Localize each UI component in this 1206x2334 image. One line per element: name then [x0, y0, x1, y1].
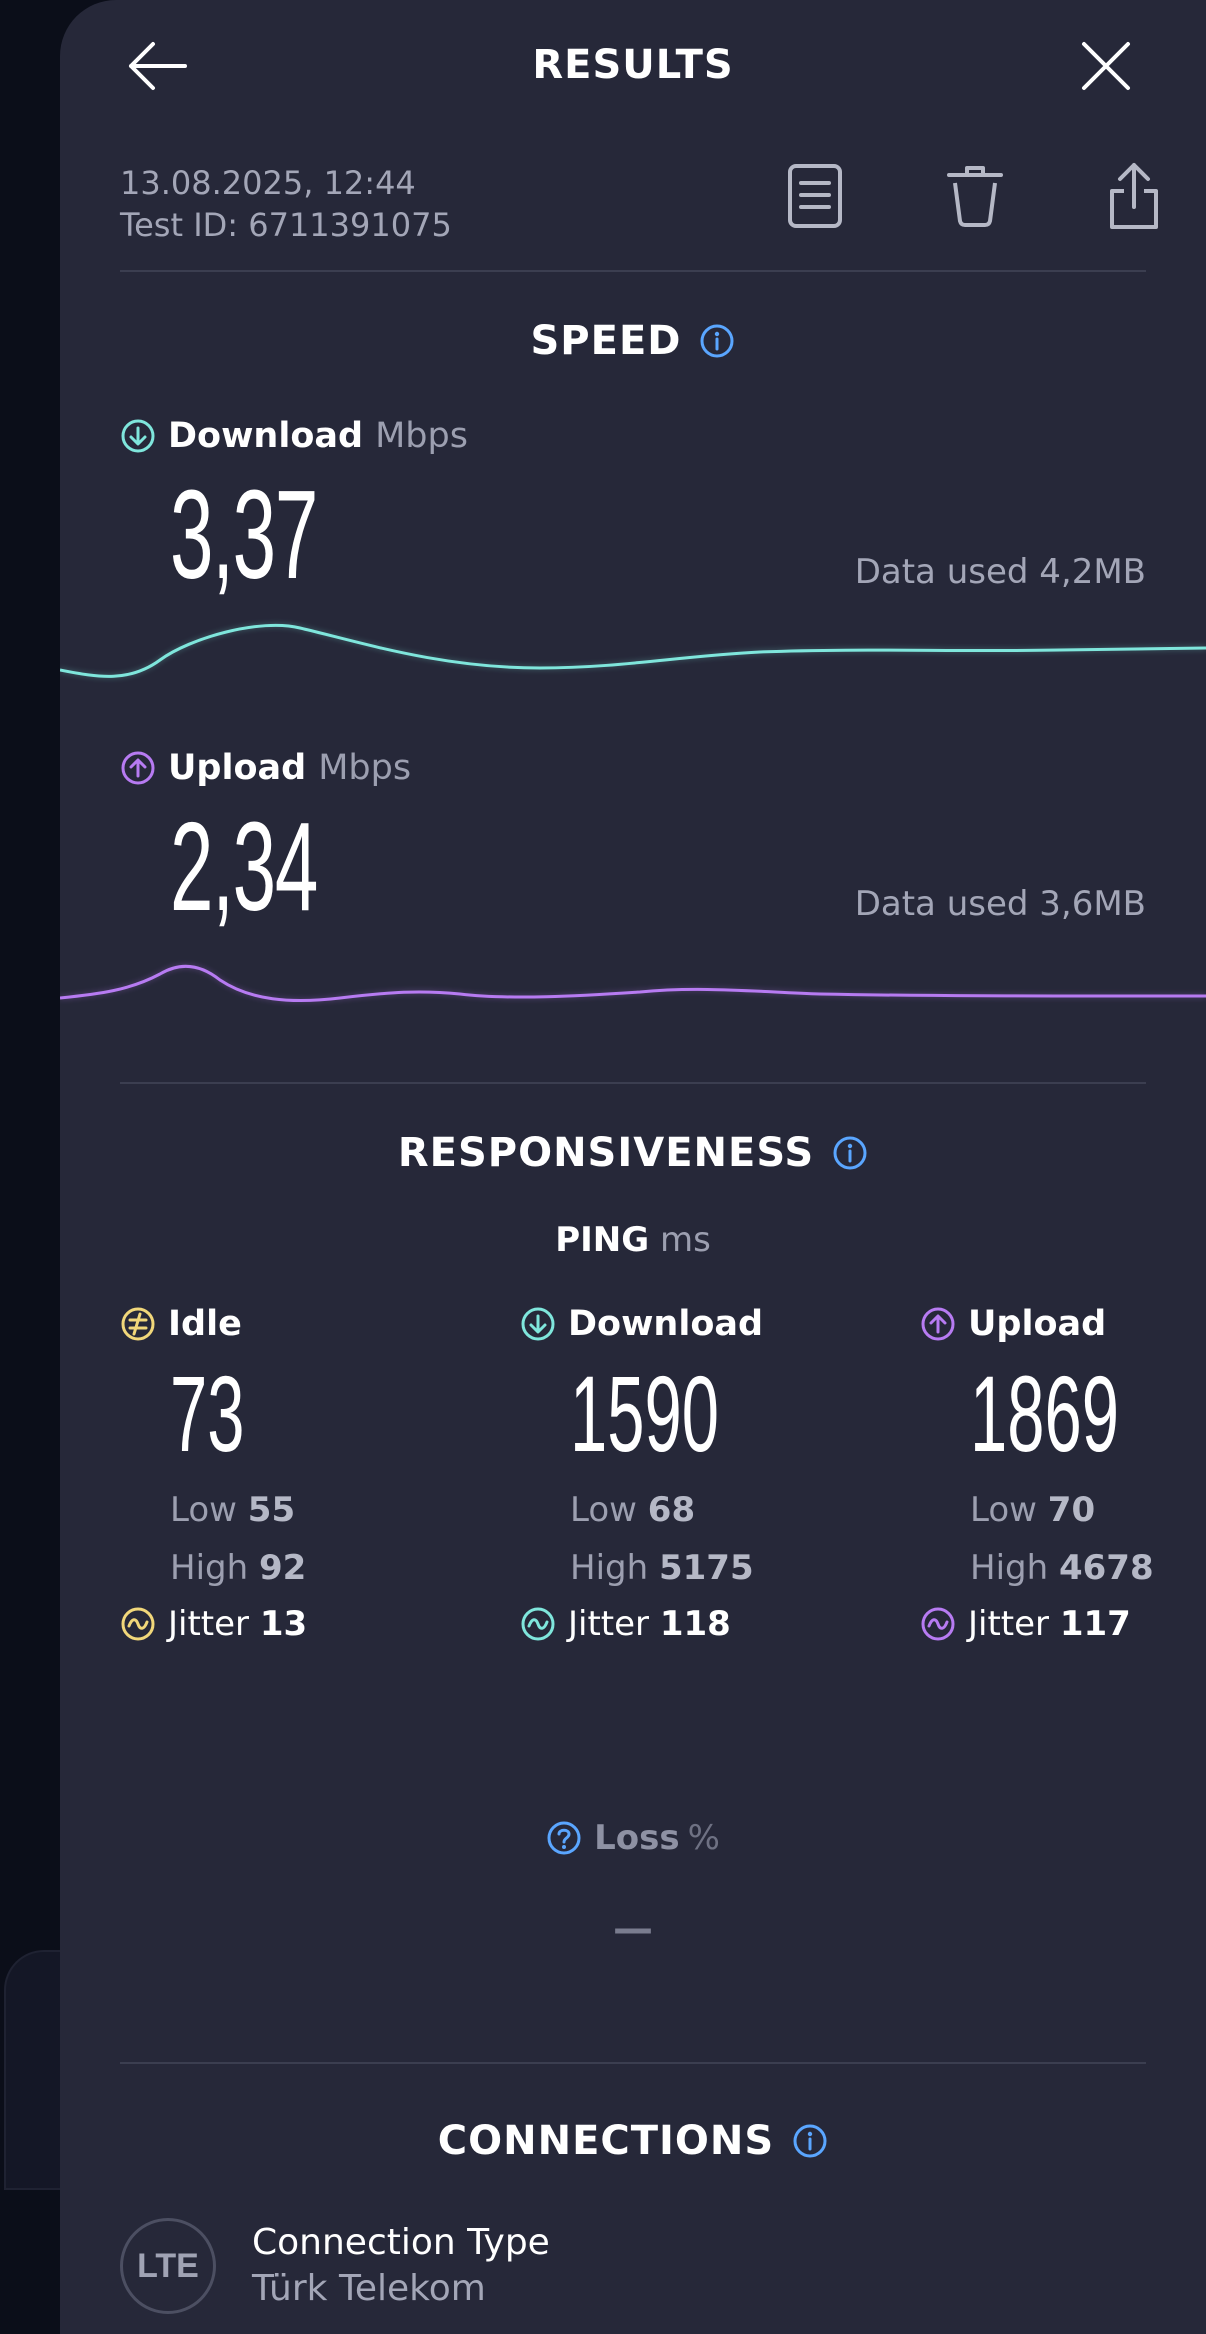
document-icon	[788, 164, 842, 228]
upload-label: Upload	[168, 748, 307, 788]
download-label: Download	[168, 416, 364, 456]
ping-upload-header: Upload	[920, 1304, 1206, 1344]
ping-upload-low: Low 70	[970, 1490, 1096, 1530]
upload-data-used: Data used 3,6MB	[854, 884, 1146, 924]
ping-heading: PING ms	[60, 1220, 1206, 1260]
info-icon[interactable]	[792, 2123, 828, 2159]
connections-title: CONNECTIONS	[437, 2118, 775, 2164]
trash-icon	[947, 166, 1003, 227]
close-icon	[1082, 42, 1130, 90]
info-icon[interactable]	[832, 1135, 868, 1171]
divider	[120, 1082, 1146, 1084]
jitter-icon	[521, 1607, 555, 1641]
lte-badge: LTE	[120, 2218, 216, 2314]
page-title: RESULTS	[532, 42, 734, 88]
ping-idle-label: Idle	[168, 1304, 242, 1344]
jitter-icon	[921, 1607, 955, 1641]
upload-arrow-icon	[921, 1307, 955, 1341]
responsiveness-title: RESPONSIVENESS	[397, 1130, 815, 1176]
jitter-icon	[121, 1607, 155, 1641]
responsiveness-section-title: RESPONSIVENESS	[60, 1130, 1206, 1176]
idle-icon	[121, 1307, 155, 1341]
upload-speed-graph	[60, 964, 1206, 1003]
loss-value: —	[613, 1906, 653, 1952]
info-icon[interactable]	[699, 323, 735, 359]
upload-arrow-icon	[121, 751, 155, 785]
test-meta: 13.08.2025, 12:44 Test ID: 6711391075	[120, 162, 452, 246]
divider	[120, 270, 1146, 272]
connections-section-title: CONNECTIONS	[60, 2118, 1206, 2164]
divider	[120, 2062, 1146, 2064]
ping-upload-column: Upload 1869 Low 70 High 4678 Jitter 117	[920, 1304, 1206, 1644]
download-speed-graph	[60, 623, 1206, 678]
ping-download-jitter: Jitter 118	[520, 1604, 820, 1644]
ping-idle-column: Idle 73 Low 55 High 92 Jitter 13	[120, 1304, 420, 1644]
share-button[interactable]	[1104, 160, 1164, 232]
help-icon[interactable]	[546, 1820, 582, 1856]
speed-title: SPEED	[530, 318, 682, 364]
upload-speed-value: 2,34	[170, 796, 318, 937]
connection-provider: Türk Telekom	[252, 2268, 486, 2309]
ping-label: PING	[555, 1220, 650, 1260]
ping-download-column: Download 1590 Low 68 High 5175 Jitter 11…	[520, 1304, 820, 1644]
ping-download-value: 1590	[570, 1353, 719, 1474]
background-app-edge	[0, 0, 60, 2334]
test-id: Test ID: 6711391075	[120, 206, 452, 244]
ping-download-high: High 5175	[570, 1548, 754, 1588]
results-sheet: RESULTS 13.08.2025, 12:44 Test ID: 67113…	[60, 0, 1206, 2334]
ping-upload-value: 1869	[970, 1353, 1119, 1474]
loss-label: Loss	[594, 1818, 680, 1858]
details-button[interactable]	[780, 160, 850, 232]
download-arrow-icon	[521, 1307, 555, 1341]
ping-idle-low: Low 55	[170, 1490, 296, 1530]
ping-idle-value: 73	[170, 1353, 245, 1474]
ping-idle-header: Idle	[120, 1304, 420, 1344]
arrow-left-icon	[129, 42, 187, 90]
test-datetime: 13.08.2025, 12:44	[120, 164, 416, 202]
download-data-used: Data used 4,2MB	[854, 552, 1146, 592]
ping-unit: ms	[659, 1220, 711, 1260]
share-icon	[1110, 163, 1158, 229]
ping-idle-high: High 92	[170, 1548, 307, 1588]
ping-idle-jitter: Jitter 13	[120, 1604, 420, 1644]
download-speed-value: 3,37	[170, 464, 318, 605]
delete-button[interactable]	[940, 160, 1010, 232]
ping-upload-high: High 4678	[970, 1548, 1154, 1588]
loss-unit: %	[687, 1818, 720, 1858]
loss-heading: Loss %	[60, 1818, 1206, 1858]
download-unit: Mbps	[375, 416, 468, 456]
ping-download-label: Download	[568, 1304, 764, 1344]
upload-label-row: Upload Mbps	[120, 748, 411, 788]
download-arrow-icon	[121, 419, 155, 453]
connection-type-label: Connection Type	[252, 2222, 550, 2263]
ping-upload-jitter: Jitter 117	[920, 1604, 1206, 1644]
ping-upload-label: Upload	[968, 1304, 1107, 1344]
ping-download-header: Download	[520, 1304, 820, 1344]
speed-section-title: SPEED	[60, 318, 1206, 364]
download-label-row: Download Mbps	[120, 416, 468, 456]
upload-unit: Mbps	[318, 748, 412, 788]
back-button[interactable]	[122, 36, 192, 96]
close-button[interactable]	[1076, 36, 1136, 96]
ping-download-low: Low 68	[570, 1490, 696, 1530]
